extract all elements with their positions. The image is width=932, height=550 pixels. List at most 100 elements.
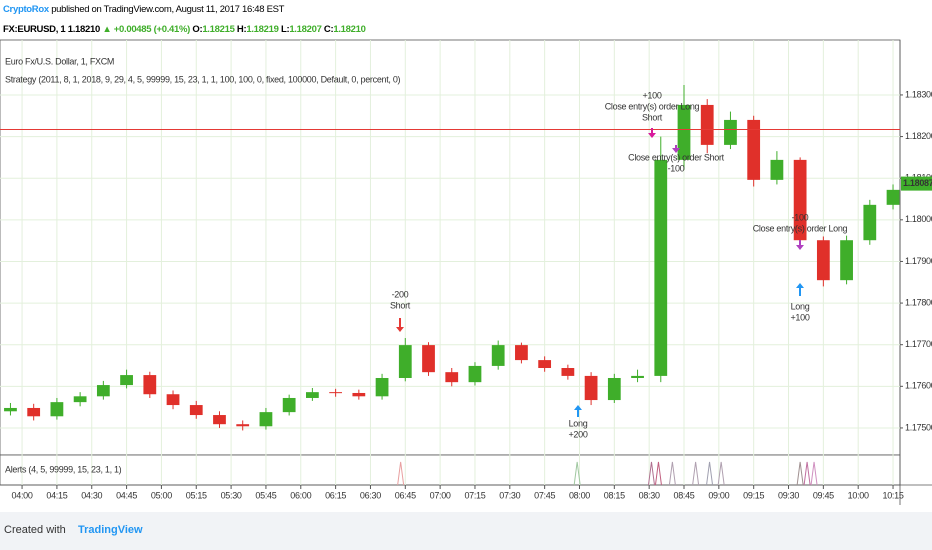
x-tick-label: 07:30 [499, 490, 520, 500]
candle-body [422, 345, 435, 373]
y-tick-label: 1.17500 [905, 422, 932, 432]
x-tick-label: 08:45 [673, 490, 694, 500]
alert-spike [706, 461, 714, 486]
candle-body [213, 415, 226, 425]
candle-body [375, 377, 389, 397]
candle-body [816, 240, 830, 281]
annotation-text: -100 [668, 163, 685, 173]
candle-body [515, 345, 528, 361]
candle-body [73, 396, 87, 403]
alert-spike [692, 461, 700, 486]
alert-spike [796, 461, 804, 486]
alerts-title: Alerts (4, 5, 99999, 15, 23, 1, 1) [5, 464, 122, 474]
annotation-text: Close entry(s) order Long [753, 223, 848, 233]
candle-body [27, 407, 41, 417]
x-tick-label: 05:15 [186, 490, 207, 500]
candle-body [724, 119, 737, 145]
plot-frame [0, 39, 901, 456]
candle-body [120, 375, 133, 386]
candle-body [607, 377, 621, 401]
alert-spike [654, 461, 662, 486]
quote-line: FX:EURUSD, 1 1.18210 ▲ +0.00485 (+0.41%)… [3, 24, 366, 35]
y-tick-label: 1.17700 [905, 339, 932, 349]
symbol: FX:EURUSD, 1 [3, 24, 66, 35]
marks [4, 84, 900, 431]
x-tick-label: 07:15 [464, 490, 485, 500]
o-label: O: [192, 24, 203, 35]
o: 1.18215 [202, 24, 235, 35]
last-price-label: 1.18087 [903, 178, 932, 188]
author[interactable]: CryptoRox [3, 4, 49, 15]
annotation-text: Long [569, 418, 588, 428]
chart: Euro Fx/U.S. Dollar, 1, FXCM Strategy (2… [0, 39, 932, 505]
y-tick-label: 1.17600 [905, 381, 932, 391]
x-tick-label: 04:00 [12, 490, 33, 500]
x-tick-label: 09:00 [708, 490, 729, 500]
candle-body [700, 104, 714, 145]
alert-spike [397, 461, 405, 486]
brand[interactable]: TradingView [78, 524, 143, 536]
candle-body [259, 412, 273, 427]
x-tick-label: 07:45 [534, 490, 555, 500]
annotation-arrowhead [796, 283, 804, 288]
x-tick-label: 05:30 [221, 490, 242, 500]
alert-spike [573, 461, 581, 486]
annotation-arrowhead [574, 405, 582, 410]
y-tick-label: 1.18000 [905, 214, 932, 224]
y-tick-label: 1.17800 [905, 297, 932, 307]
annotation-arrowhead [796, 245, 804, 250]
footer: Created with TradingView [0, 512, 932, 550]
last-price-box [901, 176, 932, 191]
candle-body [282, 397, 296, 413]
published: published on TradingView.com, August 11,… [51, 4, 285, 15]
x-tick-label: 06:45 [395, 490, 416, 500]
header: CryptoRox published on TradingView.com, … [0, 0, 932, 40]
alert-spike [717, 461, 725, 486]
alert-spike [803, 461, 811, 486]
annotation-text: Short [390, 300, 411, 310]
l-label: L: [280, 24, 290, 35]
candle-body [306, 392, 319, 398]
x-tick-label: 09:30 [778, 490, 799, 500]
candle-body [863, 204, 877, 241]
annotation-arrowhead [648, 133, 656, 138]
candle-body [398, 345, 412, 378]
alerts-frame [0, 454, 901, 486]
x-tick-label: 04:45 [116, 490, 137, 500]
candle-body [166, 394, 180, 406]
candle-body [468, 365, 482, 383]
l: 1.18207 [289, 24, 322, 35]
change: ▲ +0.00485 (+0.41%) [102, 24, 191, 35]
candle-body [4, 407, 17, 412]
x-tick-label: 05:00 [151, 490, 172, 500]
alert-spike [647, 461, 655, 486]
candle-body [189, 405, 203, 416]
annotation-text: Close entry(s) order Short [628, 152, 725, 162]
candle-body [538, 360, 552, 369]
annotation-text: +100 [642, 90, 661, 100]
last: 1.18210 [67, 24, 101, 35]
h-label: H: [236, 24, 247, 35]
x-tick-label: 08:15 [604, 490, 625, 500]
x-tick-label: 06:30 [360, 490, 381, 500]
y-tick-label: 1.17900 [905, 256, 932, 266]
candle-body [96, 385, 110, 397]
candle-body [561, 368, 575, 376]
x-tick-label: 08:00 [569, 490, 590, 500]
annotation-text: +200 [568, 429, 587, 439]
x-tick-label: 06:00 [290, 490, 311, 500]
legend-strategy: Strategy (2011, 8, 1, 2018, 9, 29, 4, 5,… [5, 74, 401, 84]
alert-spike [810, 461, 818, 486]
x-tick-label: 09:15 [743, 490, 764, 500]
candle-body [747, 119, 761, 180]
publish-line: CryptoRox published on TradingView.com, … [3, 4, 284, 15]
alert-spike [668, 461, 676, 486]
annotation-text: -100 [792, 212, 809, 222]
candle-body [654, 159, 668, 376]
candle-body [143, 375, 157, 395]
candle-body [50, 402, 64, 417]
annotation-text: Close entry(s) order Long [605, 101, 700, 111]
